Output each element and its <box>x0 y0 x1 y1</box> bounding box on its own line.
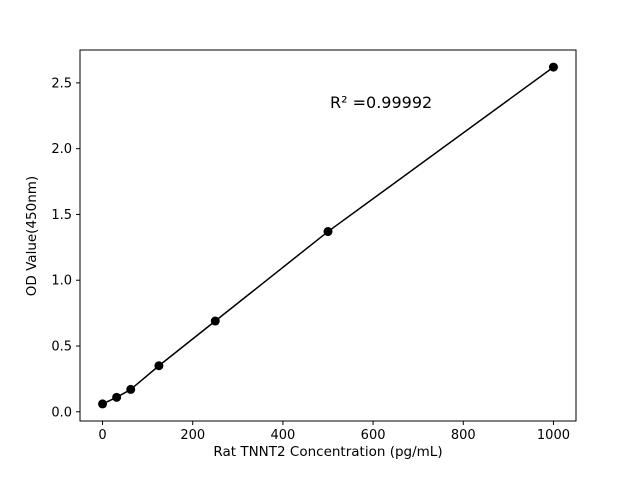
data-point <box>126 384 136 394</box>
x-tick-label: 200 <box>180 428 205 443</box>
y-tick-label: 2.5 <box>51 76 72 91</box>
data-point <box>210 316 220 326</box>
data-point <box>154 361 164 371</box>
y-tick-label: 1.0 <box>51 274 72 289</box>
x-tick-label: 1000 <box>537 428 570 443</box>
data-point <box>323 227 333 237</box>
x-axis-ticks: 0 200 400 600 800 1000 <box>98 421 570 443</box>
data-point <box>548 62 558 72</box>
y-tick-label: 2.0 <box>51 142 72 157</box>
x-tick-label: 400 <box>270 428 295 443</box>
plot-border <box>79 49 577 422</box>
y-axis-label: OD Value(450nm) <box>24 176 40 296</box>
y-axis-ticks: 0.0 0.5 1.0 1.5 2.0 2.5 <box>51 76 80 420</box>
data-points <box>98 62 558 409</box>
y-tick-label: 0.5 <box>51 340 72 355</box>
data-point <box>112 392 122 402</box>
x-tick-label: 800 <box>451 428 476 443</box>
x-tick-label: 600 <box>361 428 386 443</box>
data-point <box>98 399 108 409</box>
r-squared-annotation: R² =0.99992 <box>330 93 432 112</box>
x-tick-label: 0 <box>98 428 106 443</box>
y-tick-label: 1.5 <box>51 208 72 223</box>
y-tick-label: 0.0 <box>51 405 72 420</box>
x-axis-label: Rat TNNT2 Concentration (pg/mL) <box>213 444 442 460</box>
